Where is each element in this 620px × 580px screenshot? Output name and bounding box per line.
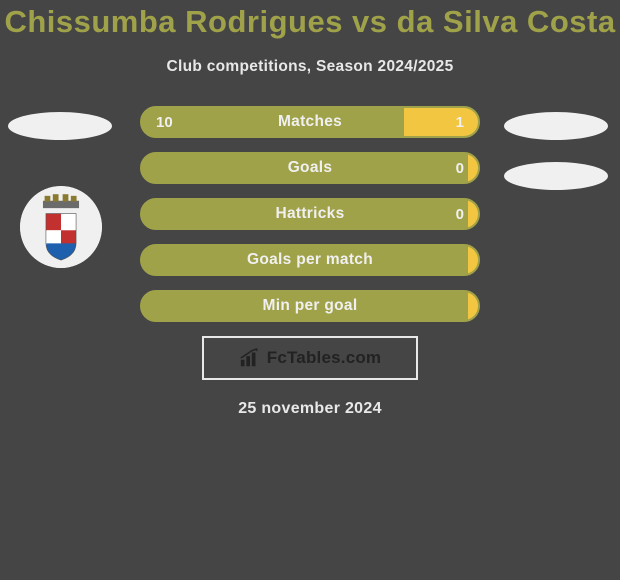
stat-value-right: 0	[456, 200, 464, 228]
club-badge	[20, 186, 102, 268]
subtitle: Club competitions, Season 2024/2025	[0, 58, 620, 76]
stat-bar: Matches10 1	[140, 106, 480, 138]
stat-label: Goals per match	[142, 246, 478, 274]
chart-area: Matches101Goals0Hattricks0Goals per matc…	[0, 106, 620, 418]
brand-box: FcTables.com	[202, 336, 418, 380]
stat-value-left: 10	[156, 108, 173, 136]
stat-bars: Matches101Goals0Hattricks0Goals per matc…	[140, 106, 480, 322]
stat-bar: Hattricks0	[140, 198, 480, 230]
stat-bar: Goals per match	[140, 244, 480, 276]
stat-label: Hattricks	[142, 200, 478, 228]
comparison-infographic: Chissumba Rodrigues vs da Silva Costa Cl…	[0, 0, 620, 418]
date-label: 25 november 2024	[0, 400, 620, 418]
bar-chart-icon	[239, 347, 261, 369]
player-right-placeholder-2	[504, 162, 608, 190]
stat-label: Goals	[142, 154, 478, 182]
stat-label: Matches	[142, 108, 478, 136]
stat-bar: Goals0	[140, 152, 480, 184]
stat-label: Min per goal	[142, 292, 478, 320]
stat-bar: Min per goal	[140, 290, 480, 322]
club-crest-icon	[20, 186, 102, 268]
page-title: Chissumba Rodrigues vs da Silva Costa	[0, 4, 620, 40]
brand-text: FcTables.com	[267, 348, 382, 368]
player-right-placeholder-1	[504, 112, 608, 140]
stat-value-right: 0	[456, 154, 464, 182]
stat-value-right: 1	[456, 108, 464, 136]
player-left-placeholder	[8, 112, 112, 140]
